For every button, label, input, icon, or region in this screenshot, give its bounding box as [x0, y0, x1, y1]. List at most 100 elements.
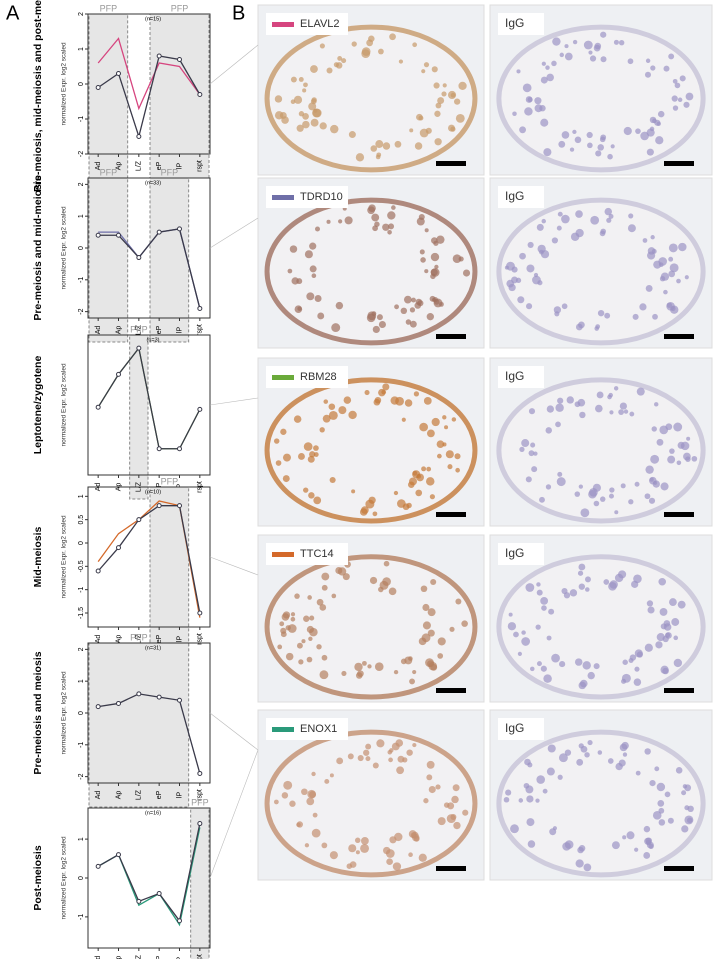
control-micrograph — [489, 357, 713, 527]
cell — [363, 749, 370, 756]
cell — [309, 265, 317, 273]
data-point — [95, 404, 101, 410]
cell — [409, 307, 416, 313]
cell — [652, 480, 660, 488]
y-tick-label: 2 — [78, 647, 85, 651]
cell — [298, 659, 304, 665]
cell — [303, 615, 310, 622]
series-line — [98, 228, 201, 309]
cell — [282, 453, 291, 462]
cell — [437, 653, 444, 659]
cell — [530, 666, 535, 672]
annotation: (n=10) — [145, 489, 161, 495]
y-tick-label: 1 — [78, 47, 85, 51]
cell — [329, 773, 334, 778]
cell — [566, 396, 574, 404]
cell — [603, 579, 610, 585]
cell — [646, 148, 654, 156]
pfp-region — [149, 177, 190, 343]
cell — [441, 91, 447, 97]
cell — [348, 844, 357, 853]
region-label: PFP — [130, 632, 148, 642]
cell — [396, 766, 405, 775]
pfp-region — [190, 807, 210, 959]
cell — [557, 471, 563, 477]
cell — [558, 140, 566, 148]
cell — [606, 217, 612, 223]
cell — [453, 821, 461, 830]
cell — [609, 410, 614, 415]
cell — [667, 455, 676, 464]
scale-bar — [664, 512, 694, 517]
cell — [521, 630, 526, 635]
cell — [351, 41, 357, 47]
cell — [627, 58, 634, 65]
region-label: PFP — [161, 167, 179, 177]
gene-label: TTC14 — [300, 548, 334, 560]
cell — [378, 48, 384, 55]
cell — [671, 618, 680, 626]
cell — [527, 840, 536, 848]
scale-bar — [664, 334, 694, 339]
cell — [595, 150, 602, 157]
stained-micrograph — [257, 709, 485, 881]
cell — [442, 83, 447, 88]
cell — [321, 842, 328, 849]
data-point — [197, 821, 203, 827]
cell — [608, 493, 614, 499]
data-point — [197, 406, 203, 412]
cell — [326, 67, 333, 74]
cell — [404, 399, 413, 407]
cell — [427, 429, 435, 438]
x-tick-label: rspt — [197, 160, 204, 172]
cell — [321, 654, 328, 661]
cell — [597, 309, 605, 317]
control-label: IgG — [505, 546, 524, 560]
cell — [575, 210, 583, 218]
cell — [275, 460, 282, 466]
data-point — [95, 232, 101, 238]
data-point — [95, 85, 101, 90]
cell — [375, 140, 384, 148]
cell — [281, 116, 289, 124]
cell — [512, 111, 517, 117]
x-tick-label: rspt — [197, 954, 204, 959]
cell — [525, 96, 533, 103]
cell — [393, 490, 399, 496]
cell — [613, 39, 619, 45]
cell — [374, 396, 382, 404]
cell — [587, 740, 593, 746]
cell — [439, 301, 444, 307]
y-tick-label: 0 — [78, 876, 85, 880]
cell — [658, 257, 667, 266]
cell — [335, 301, 344, 310]
cell — [541, 218, 546, 224]
cell — [415, 489, 423, 497]
cell — [656, 782, 666, 792]
cell — [355, 850, 360, 855]
cell — [458, 81, 467, 91]
cell — [426, 760, 435, 769]
cell — [430, 252, 440, 262]
cell — [527, 762, 533, 768]
cell — [622, 752, 628, 757]
connector — [209, 712, 259, 751]
cell — [614, 510, 619, 515]
data-point — [177, 918, 182, 924]
cell — [519, 252, 526, 260]
cell — [589, 55, 597, 62]
x-tick-label: Ap — [115, 956, 122, 959]
connector — [209, 749, 259, 879]
cell — [644, 643, 653, 652]
y-axis-label: normalized Expr. log2 scaled — [61, 836, 68, 919]
cell — [546, 405, 555, 413]
x-tick-label: Ad — [95, 326, 102, 335]
cell — [547, 744, 556, 753]
cell — [549, 828, 557, 836]
cell — [645, 284, 653, 292]
cell — [425, 127, 432, 134]
x-tick-label: lP — [176, 327, 183, 334]
cell — [604, 312, 611, 319]
cell — [610, 144, 615, 149]
